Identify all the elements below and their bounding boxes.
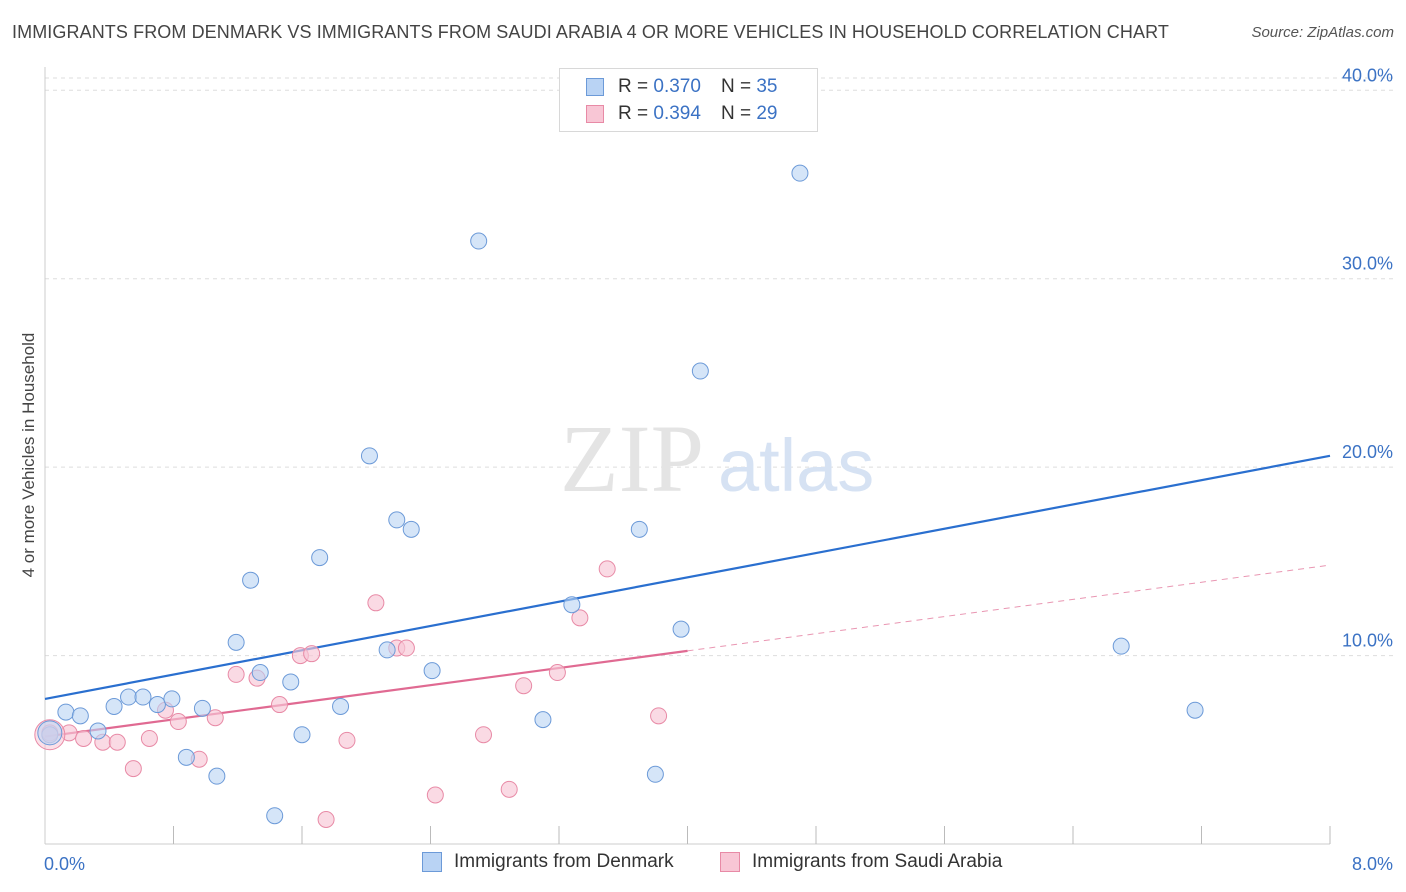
- tick-labels: 10.0% 20.0% 30.0% 40.0% 0.0% 8.0%: [44, 65, 1393, 874]
- denmark-point: [360, 447, 378, 465]
- denmark-point: [1112, 637, 1130, 655]
- saudi-trendline: [44, 649, 688, 738]
- denmark-point: [71, 707, 89, 725]
- stats-legend: R = 0.370 N = 35 R = 0.394 N = 29: [559, 68, 818, 132]
- denmark-point: [332, 697, 350, 715]
- denmark-point: [134, 688, 152, 706]
- axes-layer: [44, 67, 1331, 845]
- saudi-point: [598, 560, 616, 578]
- denmark-point: [563, 596, 581, 614]
- saudi-point: [571, 609, 589, 627]
- denmark-point: [646, 765, 664, 783]
- saudi-point: [75, 729, 93, 747]
- saudi-point: [475, 726, 493, 744]
- source-note: Source: ZipAtlas.com: [1251, 24, 1394, 41]
- denmark-point: [311, 549, 329, 567]
- denmark-point: [691, 362, 709, 380]
- saudi-point: [426, 786, 444, 804]
- saudi-point: [500, 780, 518, 798]
- denmark-point: [227, 633, 245, 651]
- saudi-legend-swatch: [720, 852, 740, 872]
- n-label: N =: [720, 76, 752, 97]
- saudi-point: [367, 594, 385, 612]
- saudi-point: [303, 645, 321, 663]
- saudi-swatch: [586, 105, 604, 123]
- saudi-point: [124, 760, 142, 778]
- n-value: 29: [756, 103, 778, 124]
- trend-layer: [44, 454, 1331, 738]
- y-tick-label: 40.0%: [1342, 65, 1393, 85]
- denmark-point: [177, 748, 195, 766]
- n-label: N =: [720, 103, 752, 124]
- saudi-point: [108, 733, 126, 751]
- denmark-point: [120, 688, 138, 706]
- points-layer: [34, 164, 1204, 829]
- saudi-point: [227, 665, 245, 683]
- r-value: 0.370: [653, 76, 701, 97]
- denmark-point: [423, 662, 441, 680]
- y-tick-label: 30.0%: [1342, 254, 1393, 274]
- denmark-point: [282, 673, 300, 691]
- denmark-point: [534, 711, 552, 729]
- saudi-point: [515, 677, 533, 695]
- denmark-legend-swatch: [422, 852, 442, 872]
- denmark-point: [791, 164, 809, 182]
- denmark-point: [378, 641, 396, 659]
- legend-item-denmark[interactable]: Immigrants from Denmark: [422, 851, 674, 873]
- y-tick-label: 20.0%: [1342, 442, 1393, 462]
- saudi-trendline-extension: [687, 564, 1331, 652]
- saudi-point: [271, 696, 289, 714]
- saudi-point: [140, 729, 158, 747]
- chart-title: IMMIGRANTS FROM DENMARK VS IMMIGRANTS FR…: [12, 22, 1169, 42]
- watermark-atlas: atlas: [718, 424, 874, 507]
- grid-layer: [45, 77, 1395, 657]
- saudi-point: [397, 639, 415, 657]
- saudi-point: [169, 713, 187, 731]
- saudi-point: [548, 664, 566, 682]
- denmark-point: [57, 703, 75, 721]
- denmark-point: [266, 807, 284, 825]
- series-legend: Immigrants from Denmark Immigrants from …: [0, 851, 1406, 877]
- x-tick-label: 8.0%: [1352, 854, 1393, 874]
- legend-label-denmark: Immigrants from Denmark: [454, 851, 674, 872]
- denmark-point: [163, 690, 181, 708]
- watermark-zip: ZIP: [560, 405, 704, 512]
- r-value: 0.394: [653, 103, 701, 124]
- denmark-point: [251, 664, 269, 682]
- denmark-swatch: [586, 78, 604, 96]
- saudi-point: [338, 731, 356, 749]
- denmark-point: [293, 726, 311, 744]
- denmark-point: [208, 767, 226, 785]
- x-tick-label: 0.0%: [44, 854, 85, 874]
- denmark-point: [89, 722, 107, 740]
- legend-item-saudi[interactable]: Immigrants from Saudi Arabia: [720, 851, 1002, 873]
- saudi-point: [650, 707, 668, 725]
- denmark-point: [1186, 701, 1204, 719]
- saudi-point: [317, 811, 335, 829]
- r-label: R =: [618, 103, 649, 124]
- denmark-point-large: [37, 720, 63, 746]
- stats-legend-row-denmark: R = 0.370 N = 35: [586, 75, 777, 99]
- denmark-point: [470, 232, 488, 250]
- r-label: R =: [618, 76, 649, 97]
- watermark: ZIP atlas: [560, 405, 874, 512]
- denmark-point: [148, 696, 166, 714]
- saudi-point: [206, 709, 224, 727]
- denmark-point: [630, 520, 648, 538]
- y-tick-label: 10.0%: [1342, 631, 1393, 651]
- denmark-point: [242, 571, 260, 589]
- denmark-trendline: [44, 454, 1331, 700]
- stats-legend-row-saudi: R = 0.394 N = 29: [586, 102, 777, 126]
- denmark-point: [193, 699, 211, 717]
- n-value: 35: [756, 76, 778, 97]
- denmark-point: [672, 620, 690, 638]
- denmark-point: [388, 511, 406, 529]
- denmark-point: [402, 520, 420, 538]
- legend-label-saudi: Immigrants from Saudi Arabia: [752, 851, 1003, 872]
- denmark-point: [105, 697, 123, 715]
